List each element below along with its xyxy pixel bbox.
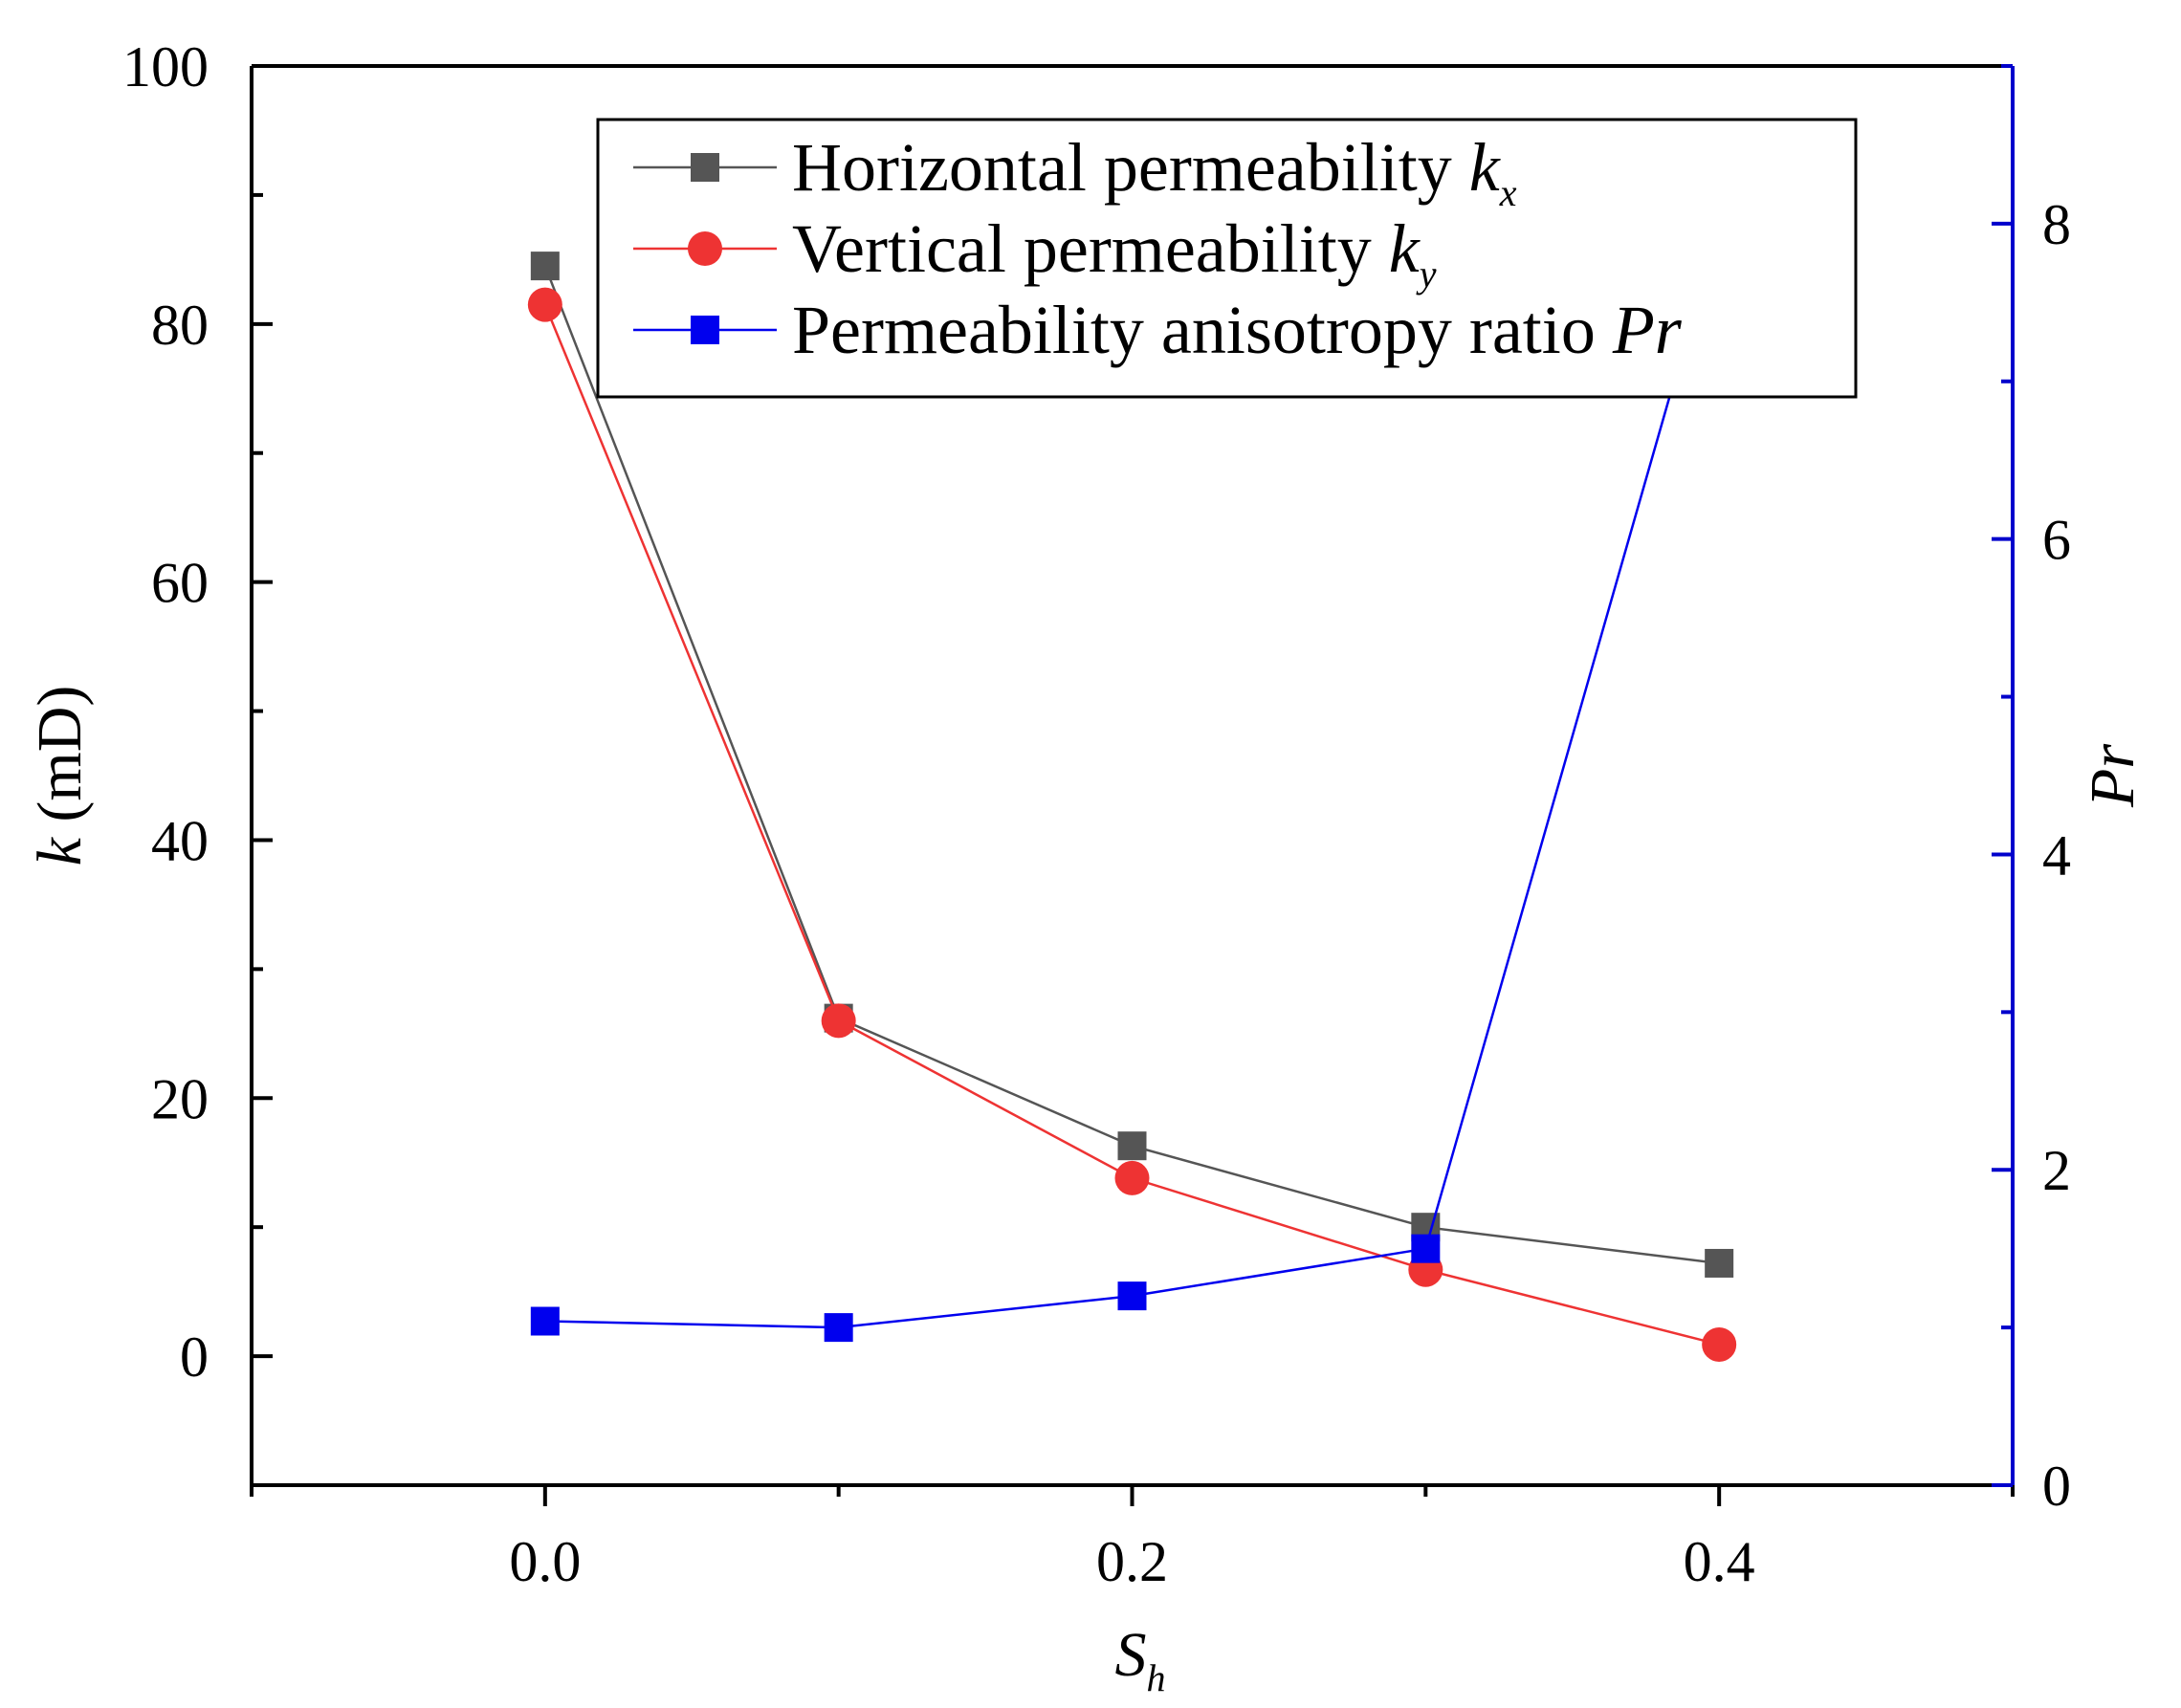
x-axis-label-main: S — [1115, 1620, 1147, 1690]
x-tick-label: 0.0 — [509, 1530, 581, 1593]
legend-label-symbol: k — [1389, 210, 1421, 287]
legend-marker — [691, 316, 719, 344]
y2-tick-label: 6 — [2042, 509, 2071, 572]
legend-label-subscript: y — [1416, 252, 1437, 296]
y-tick-label: 60 — [151, 552, 209, 615]
y-axis-label-unit: (mD) — [25, 686, 95, 838]
legend-label-subscript: x — [1499, 171, 1517, 214]
data-point — [1702, 1326, 1737, 1362]
legend-label-name: Vertical permeability — [792, 210, 1389, 287]
data-point — [1411, 1234, 1441, 1263]
y-axis-label-symbol: k — [25, 836, 95, 865]
data-point — [530, 1306, 560, 1336]
x-axis-label-sub: h — [1147, 1656, 1166, 1699]
x-tick-label: 0.4 — [1684, 1530, 1755, 1593]
series-layer — [527, 208, 1737, 1362]
data-point — [824, 1313, 853, 1343]
x-tick-label: 0.2 — [1096, 1530, 1168, 1593]
legend-label-symbol: k — [1469, 129, 1502, 206]
y2-tick-label: 2 — [2042, 1139, 2071, 1202]
legend-label-name: Horizontal permeability — [792, 129, 1469, 206]
legend-label: Horizontal permeability kx — [792, 129, 1517, 214]
y-tick-label: 40 — [151, 809, 209, 872]
data-point — [1114, 1160, 1150, 1195]
legend-label: Permeability anisotropy ratio Pr — [792, 292, 1683, 368]
axes: 0.0 0.2 0.4 0 20 40 60 80 100 0 2 4 6 8 Sh k (mD) Pr — [25, 35, 2148, 1699]
y-tick-label: 20 — [151, 1067, 209, 1130]
data-point — [530, 252, 560, 281]
data-point — [1117, 1281, 1147, 1311]
x-axis-label: Sh — [1115, 1620, 1166, 1699]
legend-marker — [688, 231, 722, 266]
data-point — [821, 1003, 856, 1039]
legend-box — [596, 118, 1858, 399]
y2-tick-label: 0 — [2042, 1455, 2071, 1518]
data-point — [527, 287, 562, 322]
legend-label-name: Permeability anisotropy ratio — [792, 292, 1613, 368]
y-axis-label: k (mD) — [25, 686, 95, 866]
y2-tick-label: 8 — [2042, 193, 2071, 256]
series-2 — [527, 287, 1737, 1362]
y2-tick-label: 4 — [2042, 823, 2071, 887]
data-point — [1117, 1131, 1147, 1161]
y-tick-label: 80 — [151, 294, 209, 357]
y-tick-label: 0 — [180, 1325, 209, 1389]
legend-label: Vertical permeability ky — [792, 210, 1437, 296]
y2-axis-label: Pr — [2078, 744, 2148, 808]
legend-marker — [691, 153, 719, 182]
legend-label-symbol: Pr — [1612, 292, 1683, 368]
series-3 — [530, 208, 1734, 1343]
y-tick-label: 100 — [122, 35, 209, 99]
data-point — [1705, 1248, 1734, 1278]
